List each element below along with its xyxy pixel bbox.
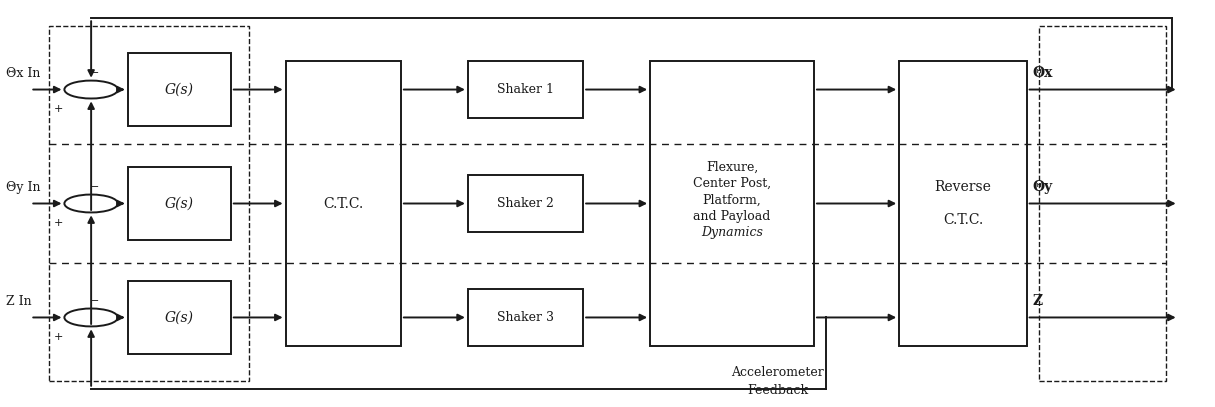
Bar: [286, 61, 401, 346]
Text: +: +: [53, 104, 63, 114]
Text: C.T.C.: C.T.C.: [943, 213, 983, 227]
Bar: [468, 61, 583, 118]
Text: Z In: Z In: [6, 295, 32, 308]
Text: G(s): G(s): [165, 197, 193, 210]
Text: +: +: [53, 218, 63, 228]
Text: and Payload: and Payload: [694, 210, 770, 223]
Bar: [128, 281, 231, 354]
Bar: [128, 53, 231, 126]
Text: Reverse: Reverse: [934, 180, 991, 194]
Bar: [49, 26, 249, 381]
Text: Shaker 1: Shaker 1: [497, 83, 554, 96]
Bar: [899, 61, 1027, 346]
Text: −: −: [90, 296, 100, 306]
Text: G(s): G(s): [165, 83, 193, 96]
Text: +: +: [53, 332, 63, 341]
Text: Shaker 2: Shaker 2: [497, 197, 554, 210]
Bar: [650, 61, 814, 346]
Text: Platform,: Platform,: [702, 193, 762, 206]
Text: Accelerometer: Accelerometer: [731, 366, 824, 379]
Bar: [1039, 26, 1166, 381]
Text: Dynamics: Dynamics: [701, 226, 763, 239]
Text: Θx In: Θx In: [6, 67, 40, 80]
Text: −: −: [90, 68, 100, 78]
Bar: [128, 167, 231, 240]
Bar: [468, 175, 583, 232]
Text: −: −: [90, 182, 100, 192]
Text: Shaker 3: Shaker 3: [497, 311, 554, 324]
Text: Feedback: Feedback: [747, 384, 808, 397]
Text: C.T.C.: C.T.C.: [323, 197, 363, 210]
Text: Center Post,: Center Post,: [693, 177, 772, 190]
Text: Θy In: Θy In: [6, 181, 40, 194]
Text: Θx: Θx: [1033, 66, 1053, 80]
Text: Flexure,: Flexure,: [706, 160, 758, 173]
Text: Z: Z: [1033, 294, 1042, 308]
Text: G(s): G(s): [165, 311, 193, 324]
Text: Θy: Θy: [1033, 180, 1053, 194]
Bar: [468, 289, 583, 346]
